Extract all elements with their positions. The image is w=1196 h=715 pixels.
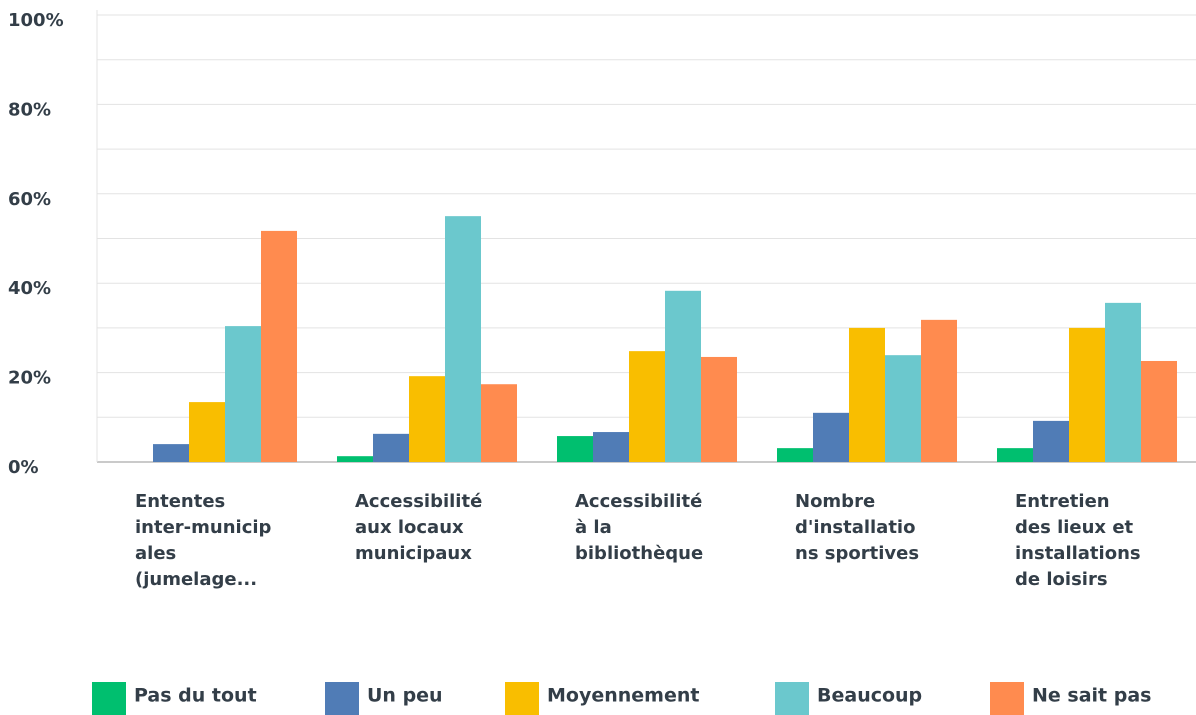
bar [1069,327,1105,462]
x-tick-label: Ententes [135,491,225,512]
x-tick-label: Entretien [1015,491,1110,512]
x-tick-label: Accessibilité [575,491,702,512]
bar [481,384,517,462]
legend-swatch [92,682,126,715]
legend-swatch [990,682,1024,715]
x-tick-label: (jumelage... [135,569,257,590]
y-tick-label: 0% [8,457,39,478]
y-tick-label: 60% [8,189,51,210]
x-tick-label: à la [575,517,612,538]
x-tick-label: municipaux [355,543,472,564]
legend-label: Beaucoup [817,685,922,707]
bar [1141,360,1177,462]
x-tick-label: d'installatio [795,517,915,538]
x-tick-label: bibliothèque [575,543,703,564]
legend-swatch [325,682,359,715]
bar [225,326,261,462]
x-tick-label: installations [1015,543,1141,564]
bar [885,355,921,462]
bar [445,216,481,462]
x-tick-label: Nombre [795,491,875,512]
bar [337,456,373,462]
bar [997,448,1033,462]
legend-swatch [775,682,809,715]
bar [813,412,849,462]
bar [593,432,629,462]
legend-label: Moyennement [547,685,699,707]
legend-swatch [505,682,539,715]
bar [1105,302,1141,462]
bar [1033,420,1069,462]
bar [409,376,445,462]
bar [777,448,813,462]
y-tick-label: 40% [8,278,51,299]
legend-label: Un peu [367,685,443,707]
x-tick-label: des lieux et [1015,517,1134,538]
bar [665,290,701,462]
bar [261,230,297,462]
y-tick-label: 100% [8,10,64,31]
bar [629,351,665,462]
legend-label: Ne sait pas [1032,685,1151,707]
x-tick-label: ns sportives [795,543,919,564]
bar [189,402,225,462]
y-tick-label: 20% [8,368,51,389]
bar [557,436,593,462]
bar [701,356,737,462]
bar [921,319,957,462]
x-tick-label: inter-municip [135,517,272,538]
y-tick-label: 80% [8,99,51,120]
bar [153,444,189,462]
legend-label: Pas du tout [134,685,257,707]
x-tick-label: de loisirs [1015,569,1108,590]
x-tick-label: Accessibilité [355,491,482,512]
x-tick-label: aux locaux [355,517,464,538]
bar [373,433,409,462]
bar [849,327,885,462]
x-tick-label: ales [135,543,176,564]
